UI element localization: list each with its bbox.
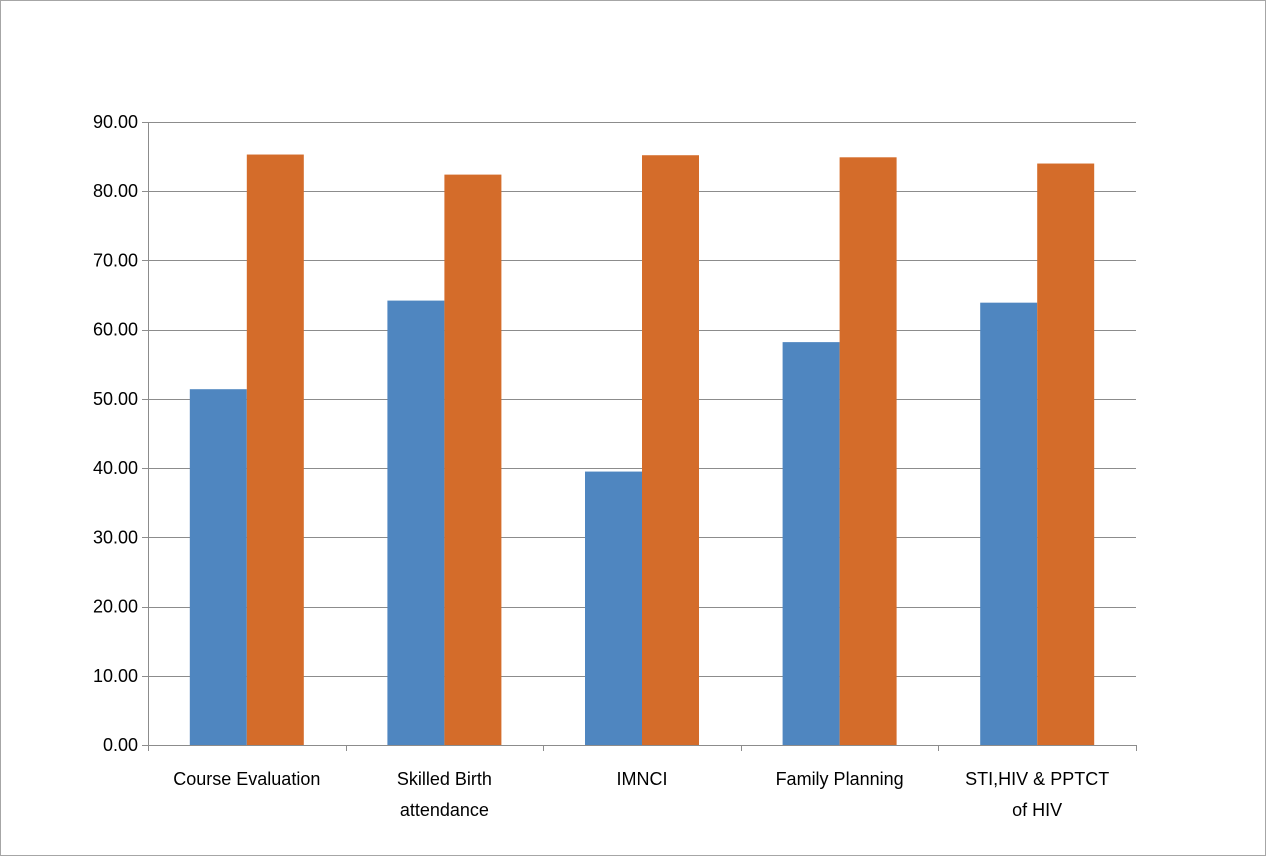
bars [189,154,1095,746]
bar-series2-cat5 [1037,163,1095,746]
y-tick-label: 80.00 [93,181,138,201]
bar-series1-cat3 [585,471,642,745]
x-category-label: STI,HIV & PPTCT [965,769,1109,789]
y-tick-label: 50.00 [93,389,138,409]
x-category-label: Skilled Birth [397,769,492,789]
x-category-label: Family Planning [776,769,904,789]
y-tick-label: 40.00 [93,458,138,478]
y-tick-label: 70.00 [93,250,138,270]
x-category-label: of HIV [1012,800,1062,820]
axes [142,122,1137,751]
x-category-label: IMNCI [617,769,668,789]
y-tick-label: 60.00 [93,320,138,340]
bar-series1-cat1 [189,389,247,745]
bar-series2-cat1 [246,154,304,746]
bar-series2-cat4 [839,157,897,745]
y-tick-label: 30.00 [93,527,138,547]
x-category-label: Course Evaluation [173,769,320,789]
x-category-labels: Course Evaluation Skilled Birth attendance… [173,769,1109,820]
y-tick-label: 10.00 [93,666,138,686]
bar-series1-cat2 [387,300,445,745]
x-category-label: attendance [400,800,489,820]
y-tick-label: 20.00 [93,597,138,617]
bar-series2-cat2 [444,174,502,745]
y-tick-label: 90.00 [93,112,138,132]
bar-series1-cat4 [782,342,840,745]
bar-series2-cat3 [642,155,699,745]
bar-series1-cat5 [980,302,1038,745]
y-tick-label: 0.00 [103,735,138,755]
y-tick-labels: 0.00 10.00 20.00 30.00 40.00 50.00 60.00 70.00 8… [93,112,138,755]
